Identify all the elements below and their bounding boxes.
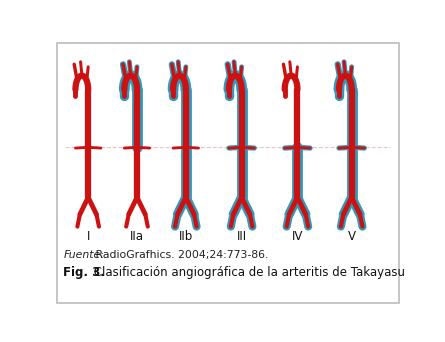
- Text: IIa: IIa: [130, 231, 144, 244]
- Text: Fig. 3.: Fig. 3.: [63, 266, 105, 279]
- Text: V: V: [348, 231, 356, 244]
- Text: Fuente:: Fuente:: [63, 250, 104, 261]
- Text: IV: IV: [292, 231, 303, 244]
- Text: III: III: [237, 231, 247, 244]
- Text: IIb: IIb: [179, 231, 193, 244]
- Text: RadioGrafhics. 2004;24:773-86.: RadioGrafhics. 2004;24:773-86.: [92, 250, 268, 261]
- Text: Clasificación angiográfica de la arteritis de Takayasu: Clasificación angiográfica de la arterit…: [90, 266, 405, 279]
- Text: I: I: [86, 231, 90, 244]
